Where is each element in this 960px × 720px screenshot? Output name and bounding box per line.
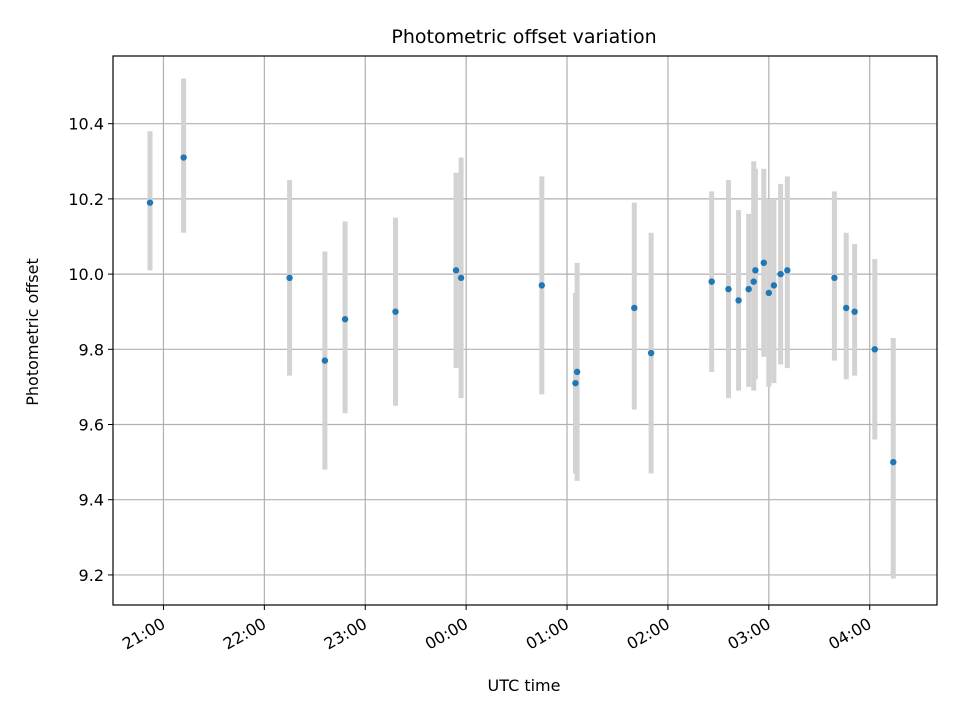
x-axis-label: UTC time [488, 676, 561, 695]
data-point [286, 274, 293, 282]
data-point [708, 278, 715, 285]
y-tick-label: 10.4 [68, 115, 104, 134]
y-tick-label: 10.0 [68, 265, 104, 284]
data-point [572, 379, 579, 387]
data-points [146, 154, 897, 466]
data-point [765, 289, 773, 297]
data-point [777, 270, 784, 278]
data-point [573, 368, 581, 376]
data-point [647, 349, 655, 357]
data-point [180, 154, 187, 161]
data-point [392, 308, 399, 315]
data-point [752, 267, 759, 274]
y-axis-label: Photometric offset [23, 258, 42, 406]
data-point [871, 346, 878, 353]
plot-frame [112, 55, 938, 606]
data-point [735, 297, 742, 304]
grid [113, 56, 937, 605]
y-tick-label: 9.6 [79, 416, 104, 435]
data-point [321, 357, 329, 364]
data-point [750, 278, 757, 285]
data-point [890, 458, 897, 466]
chart-title: Photometric offset variation [391, 26, 656, 48]
data-point [831, 274, 838, 282]
data-point [452, 267, 460, 274]
y-tick-label: 9.2 [79, 566, 104, 585]
y-tick-label: 9.4 [79, 491, 104, 510]
data-point [842, 304, 850, 312]
y-tick-label: 9.8 [79, 340, 104, 359]
data-point [538, 282, 546, 289]
data-point [770, 282, 778, 289]
data-point [457, 274, 465, 282]
y-tick-label: 10.2 [68, 190, 104, 209]
data-point [851, 308, 858, 315]
data-point [745, 285, 752, 293]
data-point [725, 285, 732, 293]
data-point [784, 267, 791, 274]
data-point [341, 316, 349, 323]
data-point [146, 199, 154, 206]
data-point [631, 304, 638, 312]
y-axis-ticks: 9.2 9.4 9.6 9.8 10.0 10.2 10.4 [68, 115, 113, 585]
data-point [760, 259, 767, 267]
